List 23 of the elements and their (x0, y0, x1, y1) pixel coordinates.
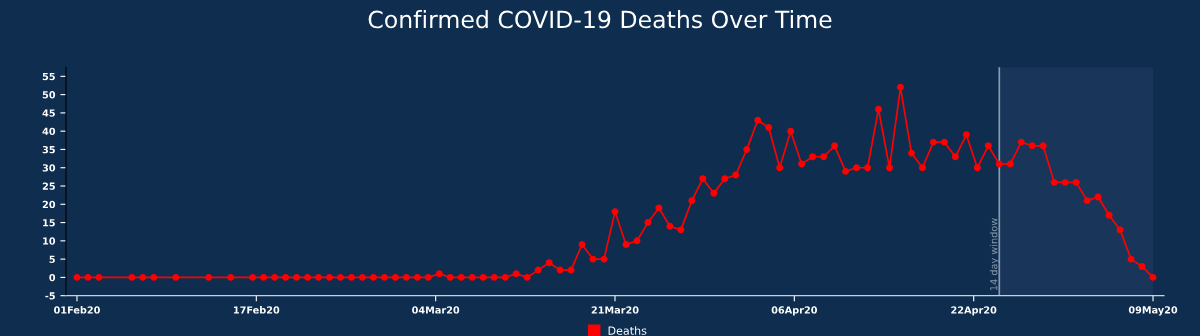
x-tick-label: 04Mar20 (412, 306, 460, 314)
x-tick-label: 01Feb20 (54, 306, 100, 314)
y-tick-label: 0 (49, 273, 56, 282)
y-tick-label: 35 (42, 145, 55, 154)
y-tick-label: 30 (42, 164, 56, 172)
y-tick-label: -5 (45, 292, 55, 300)
y-tick-label: 25 (42, 182, 55, 190)
chart-title: Confirmed COVID-19 Deaths Over Time (368, 10, 832, 29)
x-tick-label: 21Mar20 (591, 306, 639, 314)
y-tick-label: 15 (43, 219, 55, 227)
y-tick-label: 20 (42, 200, 56, 209)
x-tick-label: 17Feb20 (233, 306, 280, 314)
x-tick-label: 22Apr20 (951, 306, 997, 316)
x-tick-label: 06Apr20 (771, 306, 818, 316)
y-tick-label: 5 (49, 255, 55, 263)
y-tick-label: 40 (42, 127, 56, 136)
y-tick-label: 45 (42, 109, 55, 117)
x-tick-label: 09May20 (1128, 306, 1178, 316)
ref-line-label: 14 day window (989, 218, 1000, 291)
y-tick-label: 50 (42, 91, 56, 99)
legend-label: Deaths (608, 326, 647, 335)
y-tick-label: 10 (43, 237, 56, 245)
y-tick-label: 55 (42, 72, 55, 81)
